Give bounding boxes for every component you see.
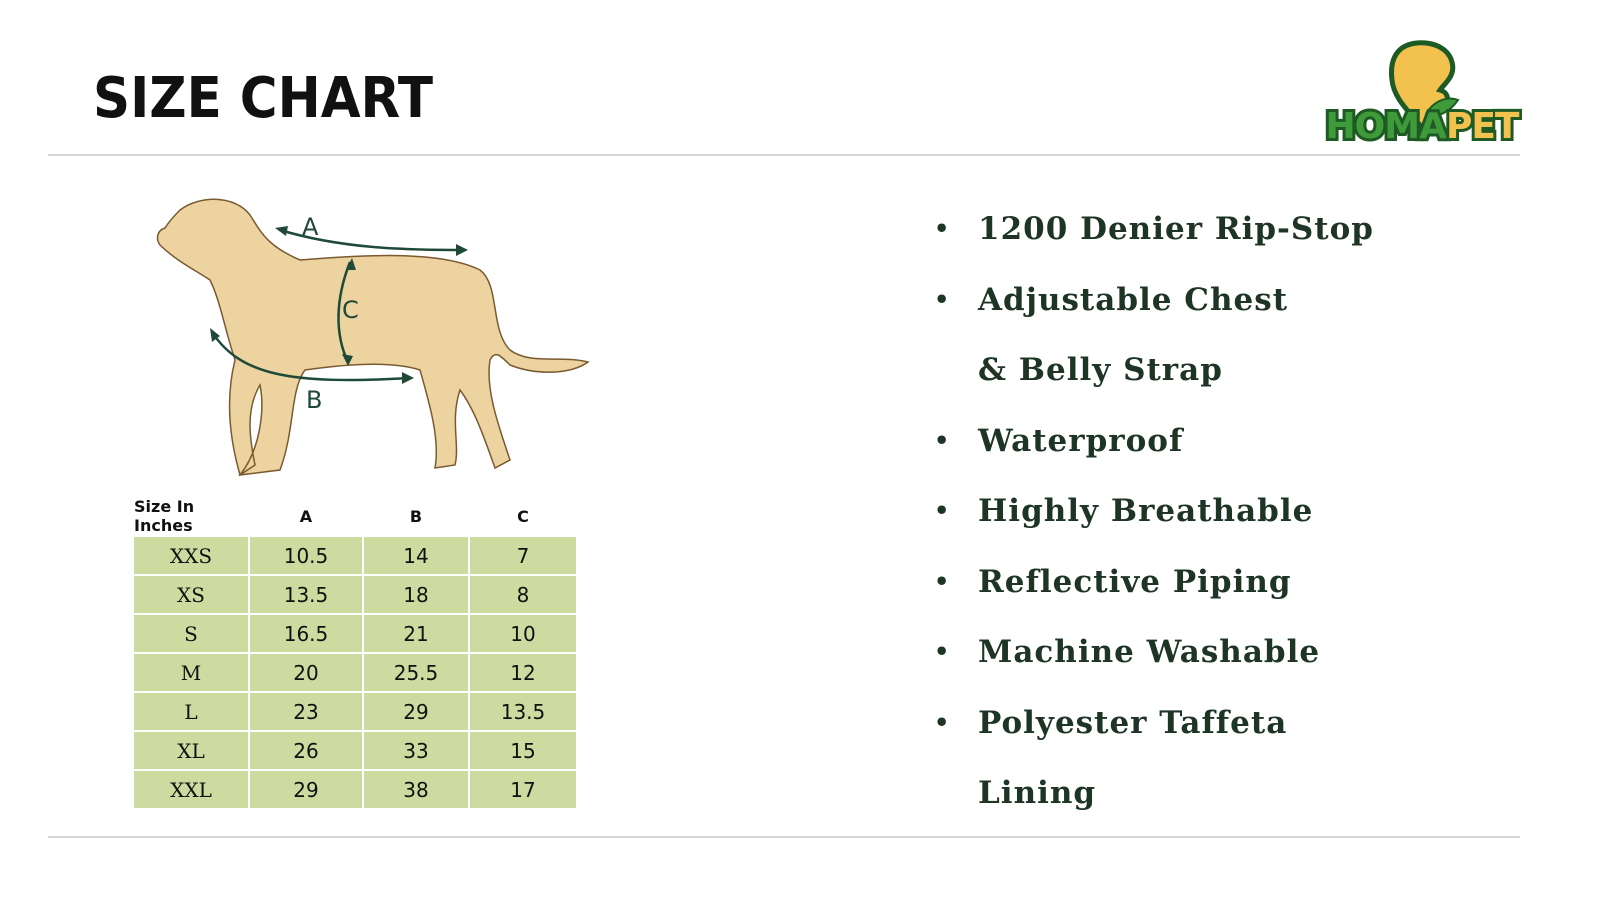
arrow-a: [279, 228, 466, 252]
bullet-icon: •: [934, 496, 951, 525]
arrow-c: [337, 261, 352, 363]
cell-a: 13.5: [250, 576, 362, 613]
cell-c: 15: [470, 732, 576, 769]
bullet-icon: •: [934, 637, 951, 666]
feature-text: Polyester Taffeta: [978, 704, 1288, 741]
cell-b: 29: [364, 693, 468, 730]
table-row: M 20 25.5 12: [134, 654, 576, 691]
feature-text: & Belly Strap: [978, 352, 1223, 388]
cell-size: XS: [134, 576, 248, 613]
feature-text: Lining: [978, 775, 1097, 811]
feature-item: • 1200 Denier Rip-Stop: [930, 194, 1374, 265]
header-b: B: [409, 506, 423, 526]
bullet-icon: •: [934, 284, 951, 314]
feature-item: Lining: [930, 758, 1374, 829]
table-row: XL 26 33 15: [134, 732, 576, 769]
table-row: XS 13.5 18 8: [134, 576, 576, 613]
measurement-arrows: [210, 228, 466, 382]
cell-c: 17: [470, 771, 576, 808]
dog-measurement-illustration: A C B: [156, 198, 590, 477]
cell-size: M: [134, 654, 248, 691]
feature-list: • 1200 Denier Rip-Stop • Adjustable Chest & …: [930, 194, 1374, 829]
feature-text: Highly Breathable: [978, 493, 1314, 529]
footer-divider: [48, 836, 1520, 838]
page-title: SIZE CHART: [93, 66, 434, 131]
cell-b: 38: [364, 771, 468, 808]
svg-text:HOMAPET: HOMAPET: [1326, 106, 1520, 144]
feature-text: Reflective Piping: [978, 563, 1292, 600]
bullet-icon: •: [934, 566, 951, 596]
bullet-icon: •: [934, 425, 951, 455]
homapet-logo: HOMAPET: [1323, 40, 1522, 144]
feature-item: • Waterproof: [930, 406, 1374, 477]
cell-size: XXL: [134, 771, 248, 808]
feature-item: • Polyester Taffeta: [930, 688, 1374, 759]
header-divider: [48, 154, 1520, 156]
feature-item: • Reflective Piping: [930, 547, 1374, 618]
size-table: Size In Inches A B C XXS 10.5 14 7 XS 13.5 18 8…: [132, 495, 578, 810]
header-size: Size In Inches: [134, 497, 195, 535]
table-row: L 23 29 13.5: [134, 693, 576, 730]
feature-item: & Belly Strap: [930, 335, 1374, 406]
label-b: B: [306, 386, 322, 414]
feature-item: • Highly Breathable: [930, 476, 1374, 547]
cell-a: 26: [250, 732, 362, 769]
cell-c: 13.5: [470, 693, 576, 730]
arrow-b: [210, 331, 411, 382]
table-row: XXL 29 38 17: [134, 771, 576, 808]
cell-size: S: [134, 615, 248, 652]
table-header-row: Size In Inches A B C: [134, 497, 576, 535]
cell-a: 23: [250, 693, 362, 730]
cell-c: 7: [470, 537, 576, 574]
cell-b: 33: [364, 732, 468, 769]
cell-b: 25.5: [364, 654, 468, 691]
cell-c: 12: [470, 654, 576, 691]
cell-size: XXS: [134, 537, 248, 574]
cell-a: 29: [250, 771, 362, 808]
cell-a: 20: [250, 654, 362, 691]
cell-b: 18: [364, 576, 468, 613]
cell-b: 14: [364, 537, 468, 574]
bullet-icon: •: [934, 214, 951, 243]
cell-c: 10: [470, 615, 576, 652]
feature-item: • Adjustable Chest: [930, 265, 1374, 336]
feature-text: Waterproof: [978, 422, 1184, 459]
feature-text: 1200 Denier Rip-Stop: [978, 211, 1374, 247]
label-a: A: [302, 213, 319, 241]
dog-silhouette: [156, 198, 590, 477]
table-row: S 16.5 21 10: [134, 615, 576, 652]
feature-text: Adjustable Chest: [978, 281, 1289, 318]
feature-text: Machine Washable: [978, 634, 1321, 670]
cell-a: 16.5: [250, 615, 362, 652]
feature-item: • Machine Washable: [930, 617, 1374, 688]
cell-a: 10.5: [250, 537, 362, 574]
cell-c: 8: [470, 576, 576, 613]
header-a: A: [299, 506, 313, 526]
cell-size: L: [134, 693, 248, 730]
cell-b: 21: [364, 615, 468, 652]
bullet-icon: •: [934, 707, 951, 737]
cell-size: XL: [134, 732, 248, 769]
label-c: C: [342, 296, 359, 324]
table-row: XXS 10.5 14 7: [134, 537, 576, 574]
header-c: C: [517, 506, 529, 526]
